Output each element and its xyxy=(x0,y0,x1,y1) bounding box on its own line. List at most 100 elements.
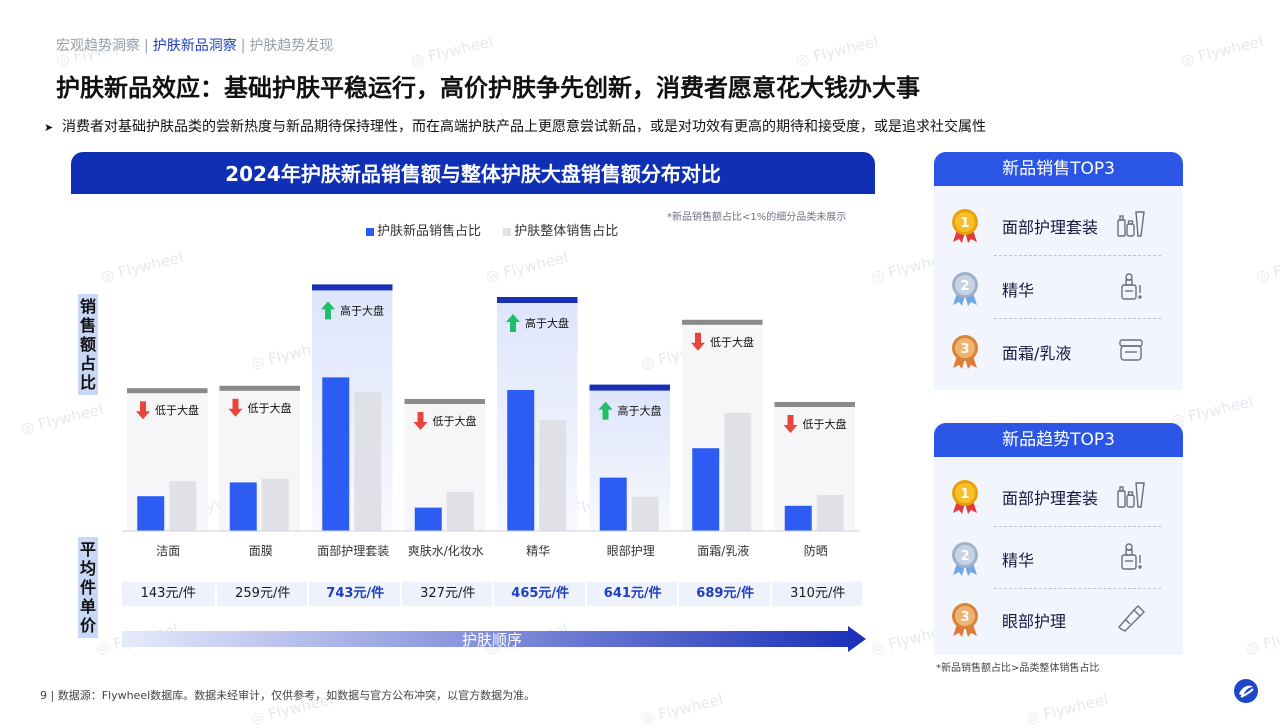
svg-text:3: 3 xyxy=(960,342,969,357)
bar-new-products xyxy=(507,390,535,531)
top-sales-panel: 新品销售TOP3 1 面部护理套装 2 精华 3 面霜/乳液 xyxy=(934,152,1183,390)
top-trend-item-3[interactable]: 3 眼部护理 xyxy=(934,588,1183,650)
bar-overall xyxy=(816,495,844,531)
skincare-set-icon xyxy=(1117,211,1145,237)
price-axis-label: 平均件单价 xyxy=(78,537,98,638)
bar-overall xyxy=(631,496,659,531)
silver-medal-icon: 2 xyxy=(952,272,978,306)
category-column-cap xyxy=(497,297,578,303)
chart-note: *新品销售额占比<1%的细分品类未展示 xyxy=(667,212,847,223)
bar-new-products xyxy=(784,505,812,531)
flow-arrow xyxy=(122,626,866,652)
category-column-cap xyxy=(219,385,300,391)
legend-swatch-overall xyxy=(503,227,512,236)
price-cell: 327元/件 xyxy=(399,582,495,606)
comparison-label: 低于大盘 xyxy=(155,403,199,417)
price-cell: 465元/件 xyxy=(492,582,587,606)
arrow-down-icon xyxy=(413,412,428,430)
category-column-cap xyxy=(682,319,763,325)
eye-cream-tube-icon xyxy=(1118,605,1145,632)
svg-text:3: 3 xyxy=(960,610,969,625)
price-cell: 259元/件 xyxy=(214,582,310,606)
svg-text:1: 1 xyxy=(960,216,969,231)
top-trend-item-1[interactable]: 1 面部护理套装 xyxy=(934,465,1183,527)
bullet-text: 消费者对基础护肤品类的尝新热度与新品期待保持理性，而在高端护肤产品上更愿意尝试新… xyxy=(62,119,986,135)
x-tick-label: 防晒 xyxy=(804,543,828,558)
bar-new-products xyxy=(322,377,350,531)
trend-footnote: *新品销售额占比>品类整体销售占比 xyxy=(936,663,1100,674)
skincare-set-icon xyxy=(1117,482,1145,508)
category-column-cap xyxy=(312,284,393,291)
breadcrumb-item-new-products[interactable]: 护肤新品洞察 xyxy=(152,38,237,54)
breadcrumb-item-trends[interactable]: 护肤趋势发现 xyxy=(249,38,334,54)
price-cell: 641元/件 xyxy=(584,582,680,606)
chart-legend: 护肤新品销售占比 护肤整体销售占比 xyxy=(366,220,618,239)
category-column-cap xyxy=(127,388,208,394)
serum-bottle-icon xyxy=(1121,543,1142,570)
comparison-label: 高于大盘 xyxy=(340,303,384,317)
price-cell: 143元/件 xyxy=(140,586,196,601)
category-column-cap xyxy=(774,402,855,407)
silver-medal-icon: 2 xyxy=(952,542,978,576)
x-tick-label: 面部护理套装 xyxy=(317,543,389,558)
arrow-down-icon xyxy=(228,398,243,417)
price-cell: 310元/件 xyxy=(769,582,865,606)
bar-new-products xyxy=(229,482,257,531)
x-tick-label: 眼部护理 xyxy=(607,543,655,558)
bar-overall xyxy=(354,391,382,531)
bullet-point: ➤ 消费者对基础护肤品类的尝新热度与新品期待保持理性，而在高端护肤产品上更愿意尝试… xyxy=(44,116,986,136)
price-row: 143元/件 259元/件 743元/件 327元/件 465元/件 641元/件 689元… xyxy=(122,582,862,606)
top-sales-item-2[interactable]: 2 精华 xyxy=(934,257,1183,319)
bar-new-products xyxy=(137,496,165,531)
x-tick-label: 面霜/乳液 xyxy=(697,543,749,558)
bar-new-products xyxy=(414,507,442,531)
arrow-down-icon xyxy=(783,415,798,433)
flow-label: 护肤顺序 xyxy=(461,631,522,649)
bar-overall xyxy=(446,492,474,531)
x-tick-label: 面膜 xyxy=(249,544,273,558)
comparison-label: 低于大盘 xyxy=(433,414,477,428)
bar-new-products xyxy=(599,477,627,531)
top-trend-item-2[interactable]: 2 精华 xyxy=(934,527,1183,589)
bullet-arrow-icon: ➤ xyxy=(44,121,54,134)
comparison-label: 低于大盘 xyxy=(248,401,292,415)
price-cell: 743元/件 xyxy=(307,582,402,606)
legend-label-new: 护肤新品销售占比 xyxy=(377,224,482,239)
breadcrumb: 宏观趋势洞察 | 护肤新品洞察 | 护肤趋势发现 xyxy=(56,38,334,54)
bar-overall xyxy=(724,412,752,531)
top-sales-title: 新品销售TOP3 xyxy=(934,152,1183,186)
page-title: 护肤新品效应：基础护肤平稳运行，高价护肤争先创新，消费者愿意花大钱办大事 xyxy=(56,74,920,102)
comparison-label: 低于大盘 xyxy=(803,417,847,431)
price-cell: 689元/件 xyxy=(677,582,772,606)
bar-overall xyxy=(539,420,567,531)
bar-overall xyxy=(169,481,197,531)
legend-label-overall: 护肤整体销售占比 xyxy=(514,224,619,239)
x-tick-label: 洁面 xyxy=(156,544,180,558)
arrow-down-icon xyxy=(691,332,705,351)
svg-text:2: 2 xyxy=(960,549,969,564)
arrow-up-icon xyxy=(506,314,520,332)
bronze-medal-icon: 3 xyxy=(952,335,978,369)
cream-jar-icon xyxy=(1119,339,1143,361)
arrow-up-icon xyxy=(321,301,335,320)
top-sales-item-3[interactable]: 3 面霜/乳液 xyxy=(934,320,1183,382)
comparison-label: 低于大盘 xyxy=(710,335,754,349)
gold-medal-icon: 1 xyxy=(952,480,978,514)
data-source: 9 | 数据源：Flywheel数据库。数据未经审计，仅供参考，如数据与官方公布… xyxy=(40,689,536,702)
top-sales-item-1[interactable]: 1 面部护理套装 xyxy=(934,194,1183,256)
y-axis-label: 销售额占比 xyxy=(78,294,98,395)
comparison-label: 高于大盘 xyxy=(618,404,662,418)
x-tick-label: 精华 xyxy=(526,544,550,558)
legend-swatch-new xyxy=(366,227,374,236)
bronze-medal-icon: 3 xyxy=(952,603,978,637)
arrow-down-icon xyxy=(136,401,150,420)
x-tick-label: 爽肤水/化妆水 xyxy=(408,543,484,558)
arrow-up-icon xyxy=(598,401,613,420)
flywheel-logo-icon xyxy=(1234,679,1258,703)
serum-bottle-icon xyxy=(1121,273,1142,300)
breadcrumb-item-macro[interactable]: 宏观趋势洞察 xyxy=(56,38,140,54)
svg-text:1: 1 xyxy=(960,487,969,502)
gold-medal-icon: 1 xyxy=(952,209,978,243)
top-trend-panel: 新品趋势TOP3 1 面部护理套装 2 精华 3 眼部护理 xyxy=(934,423,1183,655)
